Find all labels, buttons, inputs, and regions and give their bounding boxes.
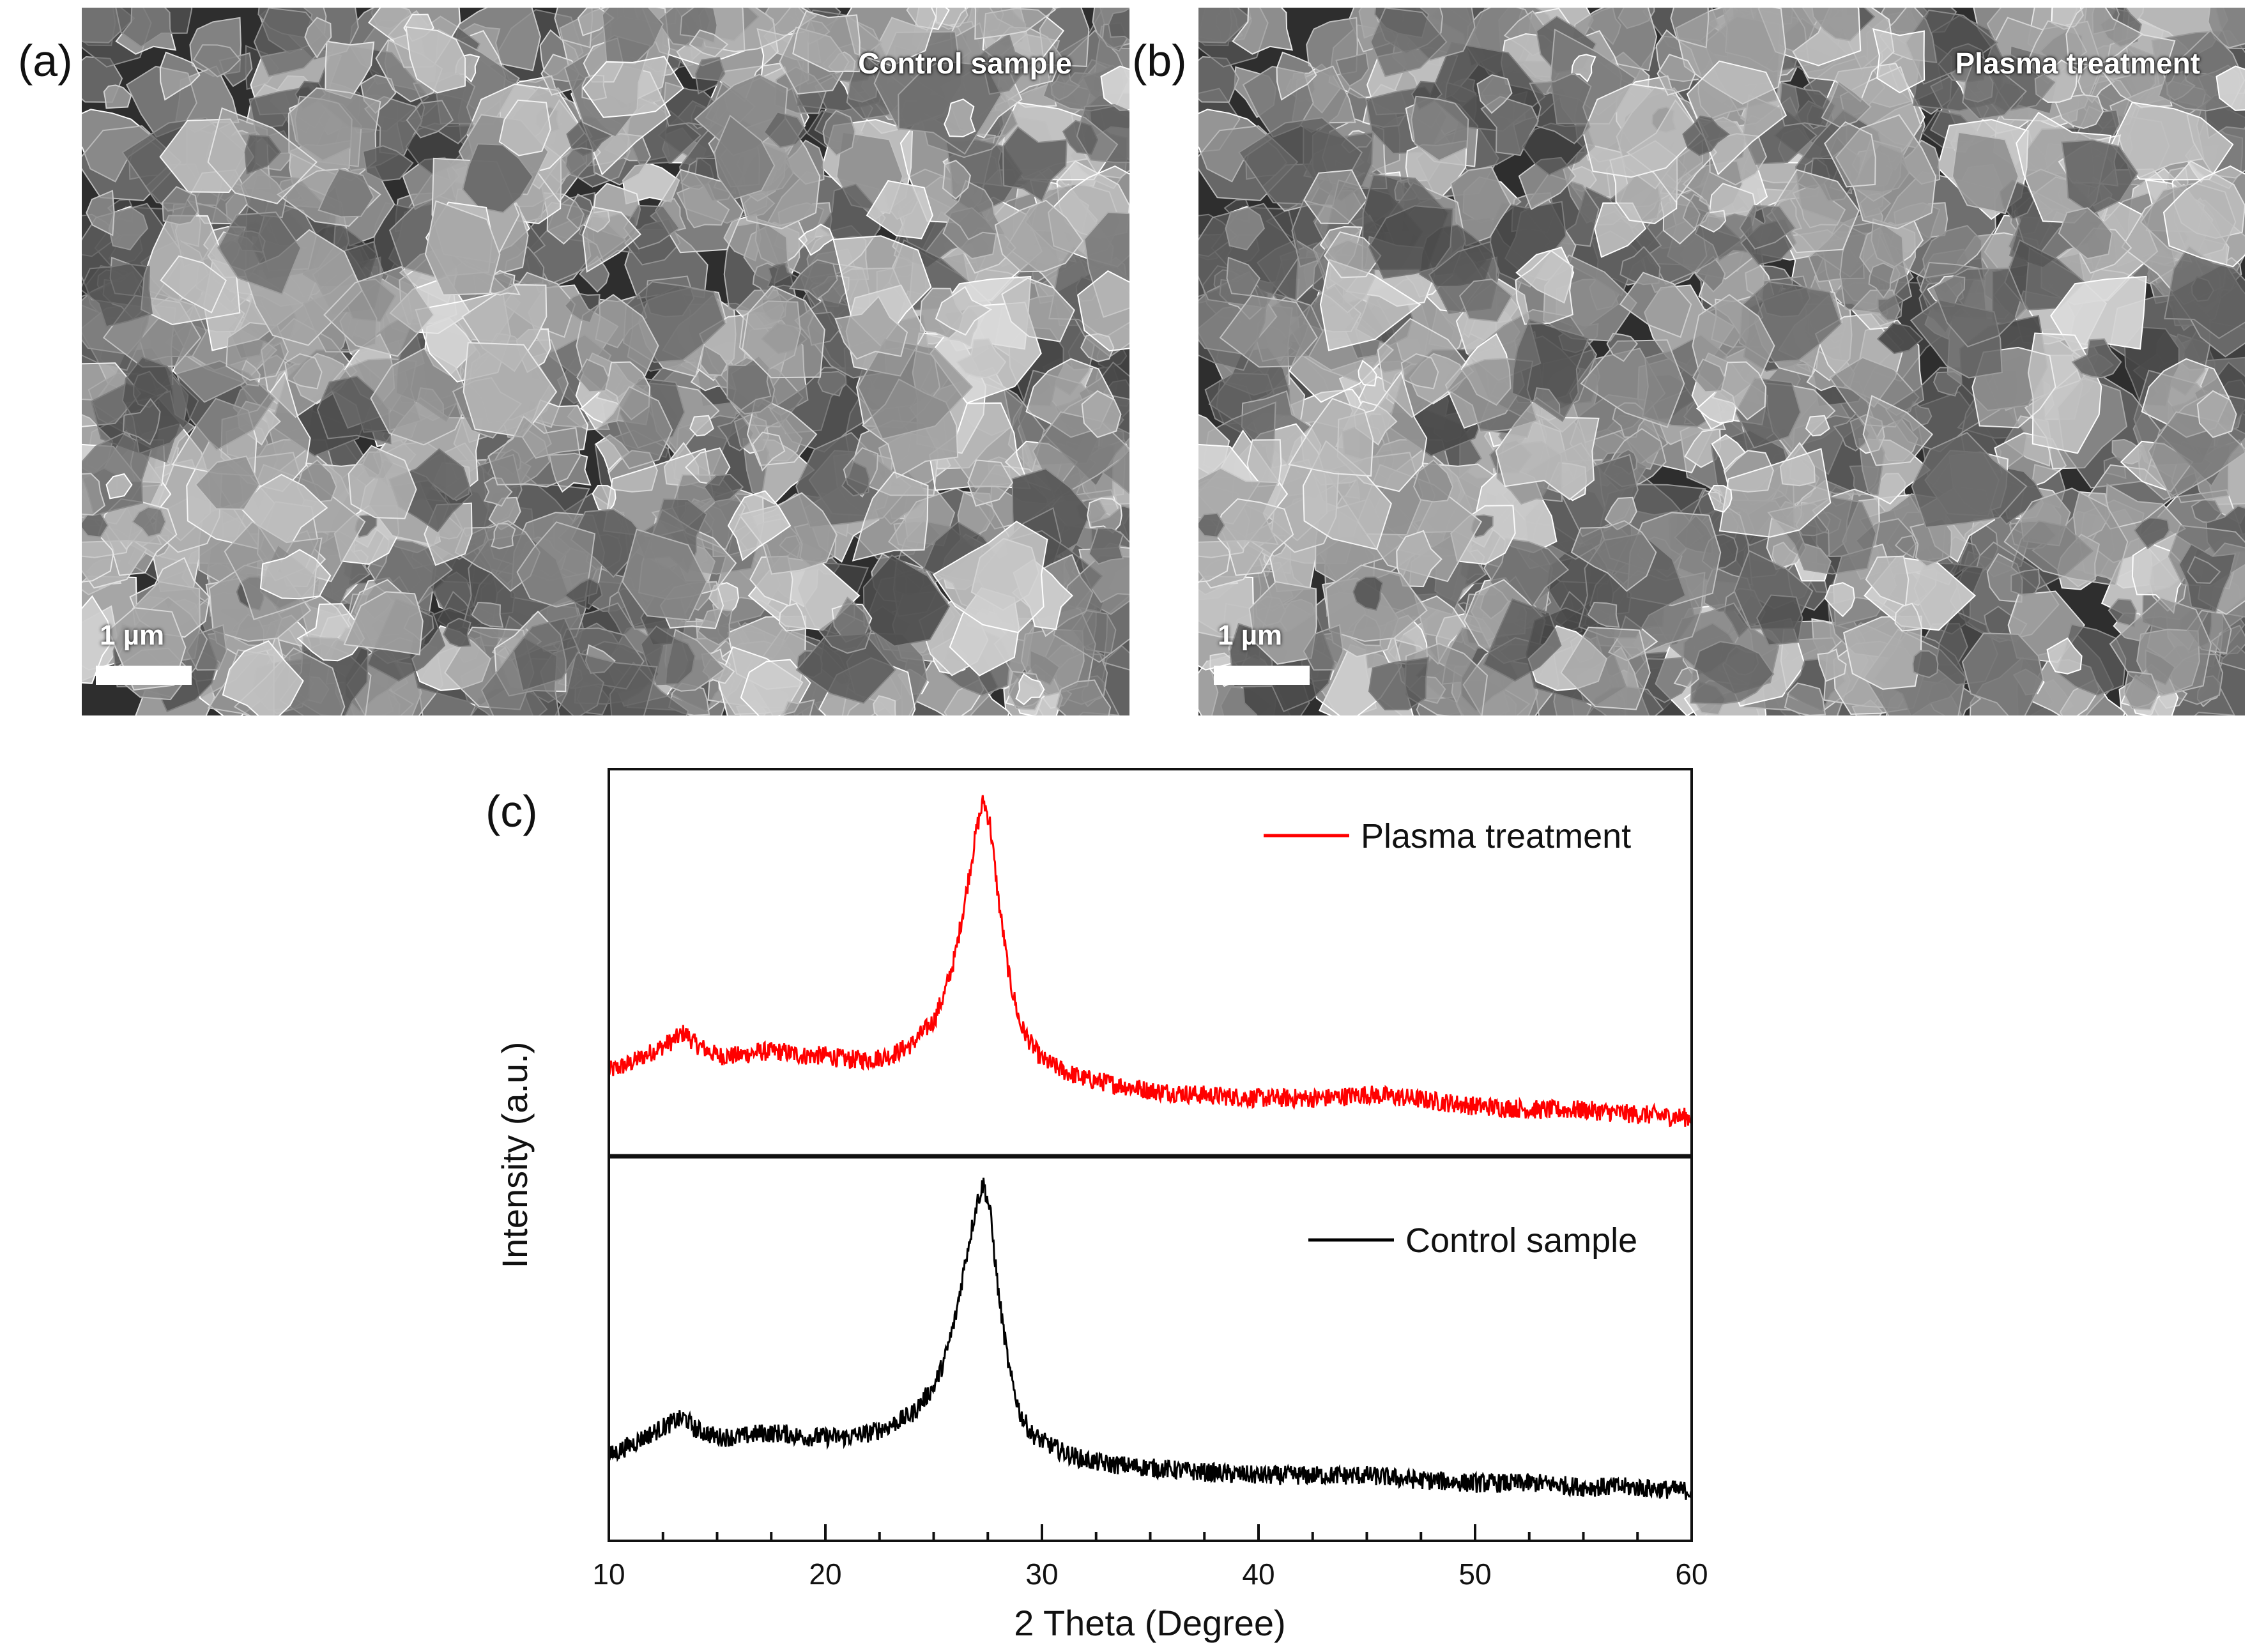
sem-title-plasma: Plasma treatment [1955, 47, 2201, 80]
x-tick-label: 50 [1458, 1557, 1491, 1591]
sem-texture-plasma [1198, 8, 2245, 715]
scale-label-b: 1 µm [1218, 620, 1283, 651]
sem-image-control: Control sample 1 µm [82, 8, 1129, 715]
scale-bar-b [1214, 666, 1310, 685]
sem-title-control: Control sample [858, 47, 1072, 80]
panel-label-b: (b) [1132, 36, 1187, 86]
legend-label-control: Control sample [1405, 1221, 1637, 1260]
x-tick-label: 30 [1025, 1557, 1058, 1591]
x-tick-label: 60 [1675, 1557, 1708, 1591]
scale-bar-a [96, 666, 192, 685]
scale-label-a: 1 µm [100, 620, 165, 651]
x-tick-label: 40 [1242, 1557, 1274, 1591]
sem-texture-control [82, 8, 1129, 715]
series-line-control [608, 1177, 1693, 1500]
x-tick-label: 10 [592, 1557, 625, 1591]
x-axis-label: 2 Theta (Degree) [1014, 1603, 1285, 1643]
x-tick-label: 20 [809, 1557, 841, 1591]
panel-label-c: (c) [486, 786, 538, 836]
y-axis-label: Intensity (a.u.) [494, 1042, 535, 1269]
panel-label-a: (a) [18, 36, 73, 86]
sem-image-plasma: Plasma treatment 1 µm [1198, 8, 2245, 715]
legend-label-plasma: Plasma treatment [1361, 817, 1631, 855]
series-line-plasma [608, 795, 1693, 1128]
